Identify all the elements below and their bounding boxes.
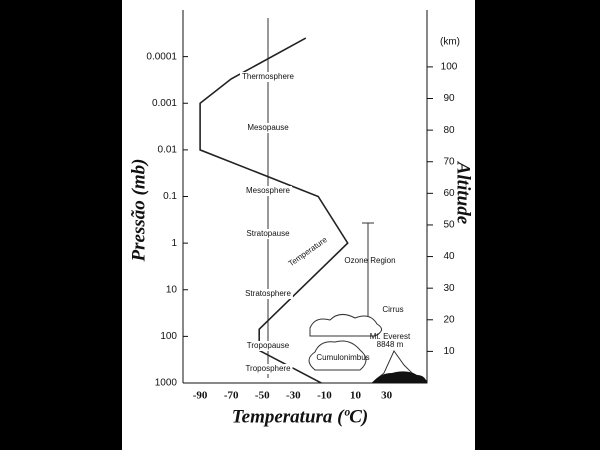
x-tick-label: -50 [255, 390, 270, 402]
annotation: Stratopause [246, 229, 290, 238]
y2-tick-label: 60 [443, 188, 455, 199]
annotation-bg [243, 364, 293, 374]
annotation-bg [244, 229, 292, 239]
y2-tick-label: 70 [443, 156, 455, 167]
x-tick-label: -70 [224, 390, 239, 402]
cloud [308, 340, 367, 371]
annotation-bg [243, 186, 293, 196]
cloud [309, 314, 382, 337]
y2-tick-label: 50 [443, 220, 455, 231]
y2-tick-label: 20 [443, 314, 455, 325]
hills [372, 371, 427, 383]
y2-tick-label: 40 [443, 251, 455, 262]
annotation: Troposphere [245, 364, 291, 373]
y-tick-label: 0.001 [152, 98, 177, 109]
x-tick-label: -30 [286, 390, 301, 402]
y-tick-label: 1 [171, 238, 177, 249]
annotation-bg [244, 341, 292, 351]
annotation: Cumulonimbus [316, 353, 369, 362]
y-tick-label: 100 [160, 331, 177, 342]
x-tick-label: -90 [193, 390, 208, 402]
annotation-bg [239, 72, 297, 82]
y-tick-label: 0.1 [163, 191, 177, 202]
y-tick-label: 1000 [155, 378, 178, 389]
y-tick-label: 10 [166, 284, 178, 295]
y2-tick-label: 80 [443, 125, 455, 136]
annotation: Stratosphere [245, 289, 291, 298]
annotation-bg [243, 289, 293, 299]
x-axis-title: Temperatura (ºC) [232, 406, 368, 427]
y-tick-label: 0.01 [158, 145, 178, 156]
x-tick-label: 30 [381, 390, 393, 402]
annotation-bg [245, 123, 291, 133]
annotation: Thermosphere [242, 72, 295, 81]
y2-tick-label: 100 [441, 62, 458, 73]
annotation: Mesopause [247, 123, 289, 132]
x-tick-label: 10 [350, 390, 362, 402]
annotation: Cirrus [382, 305, 403, 314]
x-tick-label: -10 [317, 390, 332, 402]
y2-unit: (km) [440, 37, 460, 48]
annotation: 8848 m [377, 340, 404, 349]
y2-tick-label: 90 [443, 93, 455, 104]
y-tick-label: 0.0001 [146, 51, 177, 62]
annotation: Ozone Region [344, 256, 395, 265]
annotation: Mt. Everest [370, 332, 411, 341]
y2-tick-label: 10 [443, 346, 455, 357]
annotation: Tropopause [247, 341, 290, 350]
y2-tick-label: 30 [443, 283, 455, 294]
y2-axis-title: Altitude [453, 161, 474, 225]
y-axis-title: Pressão (mb) [128, 159, 149, 263]
annotation: Mesosphere [246, 186, 291, 195]
